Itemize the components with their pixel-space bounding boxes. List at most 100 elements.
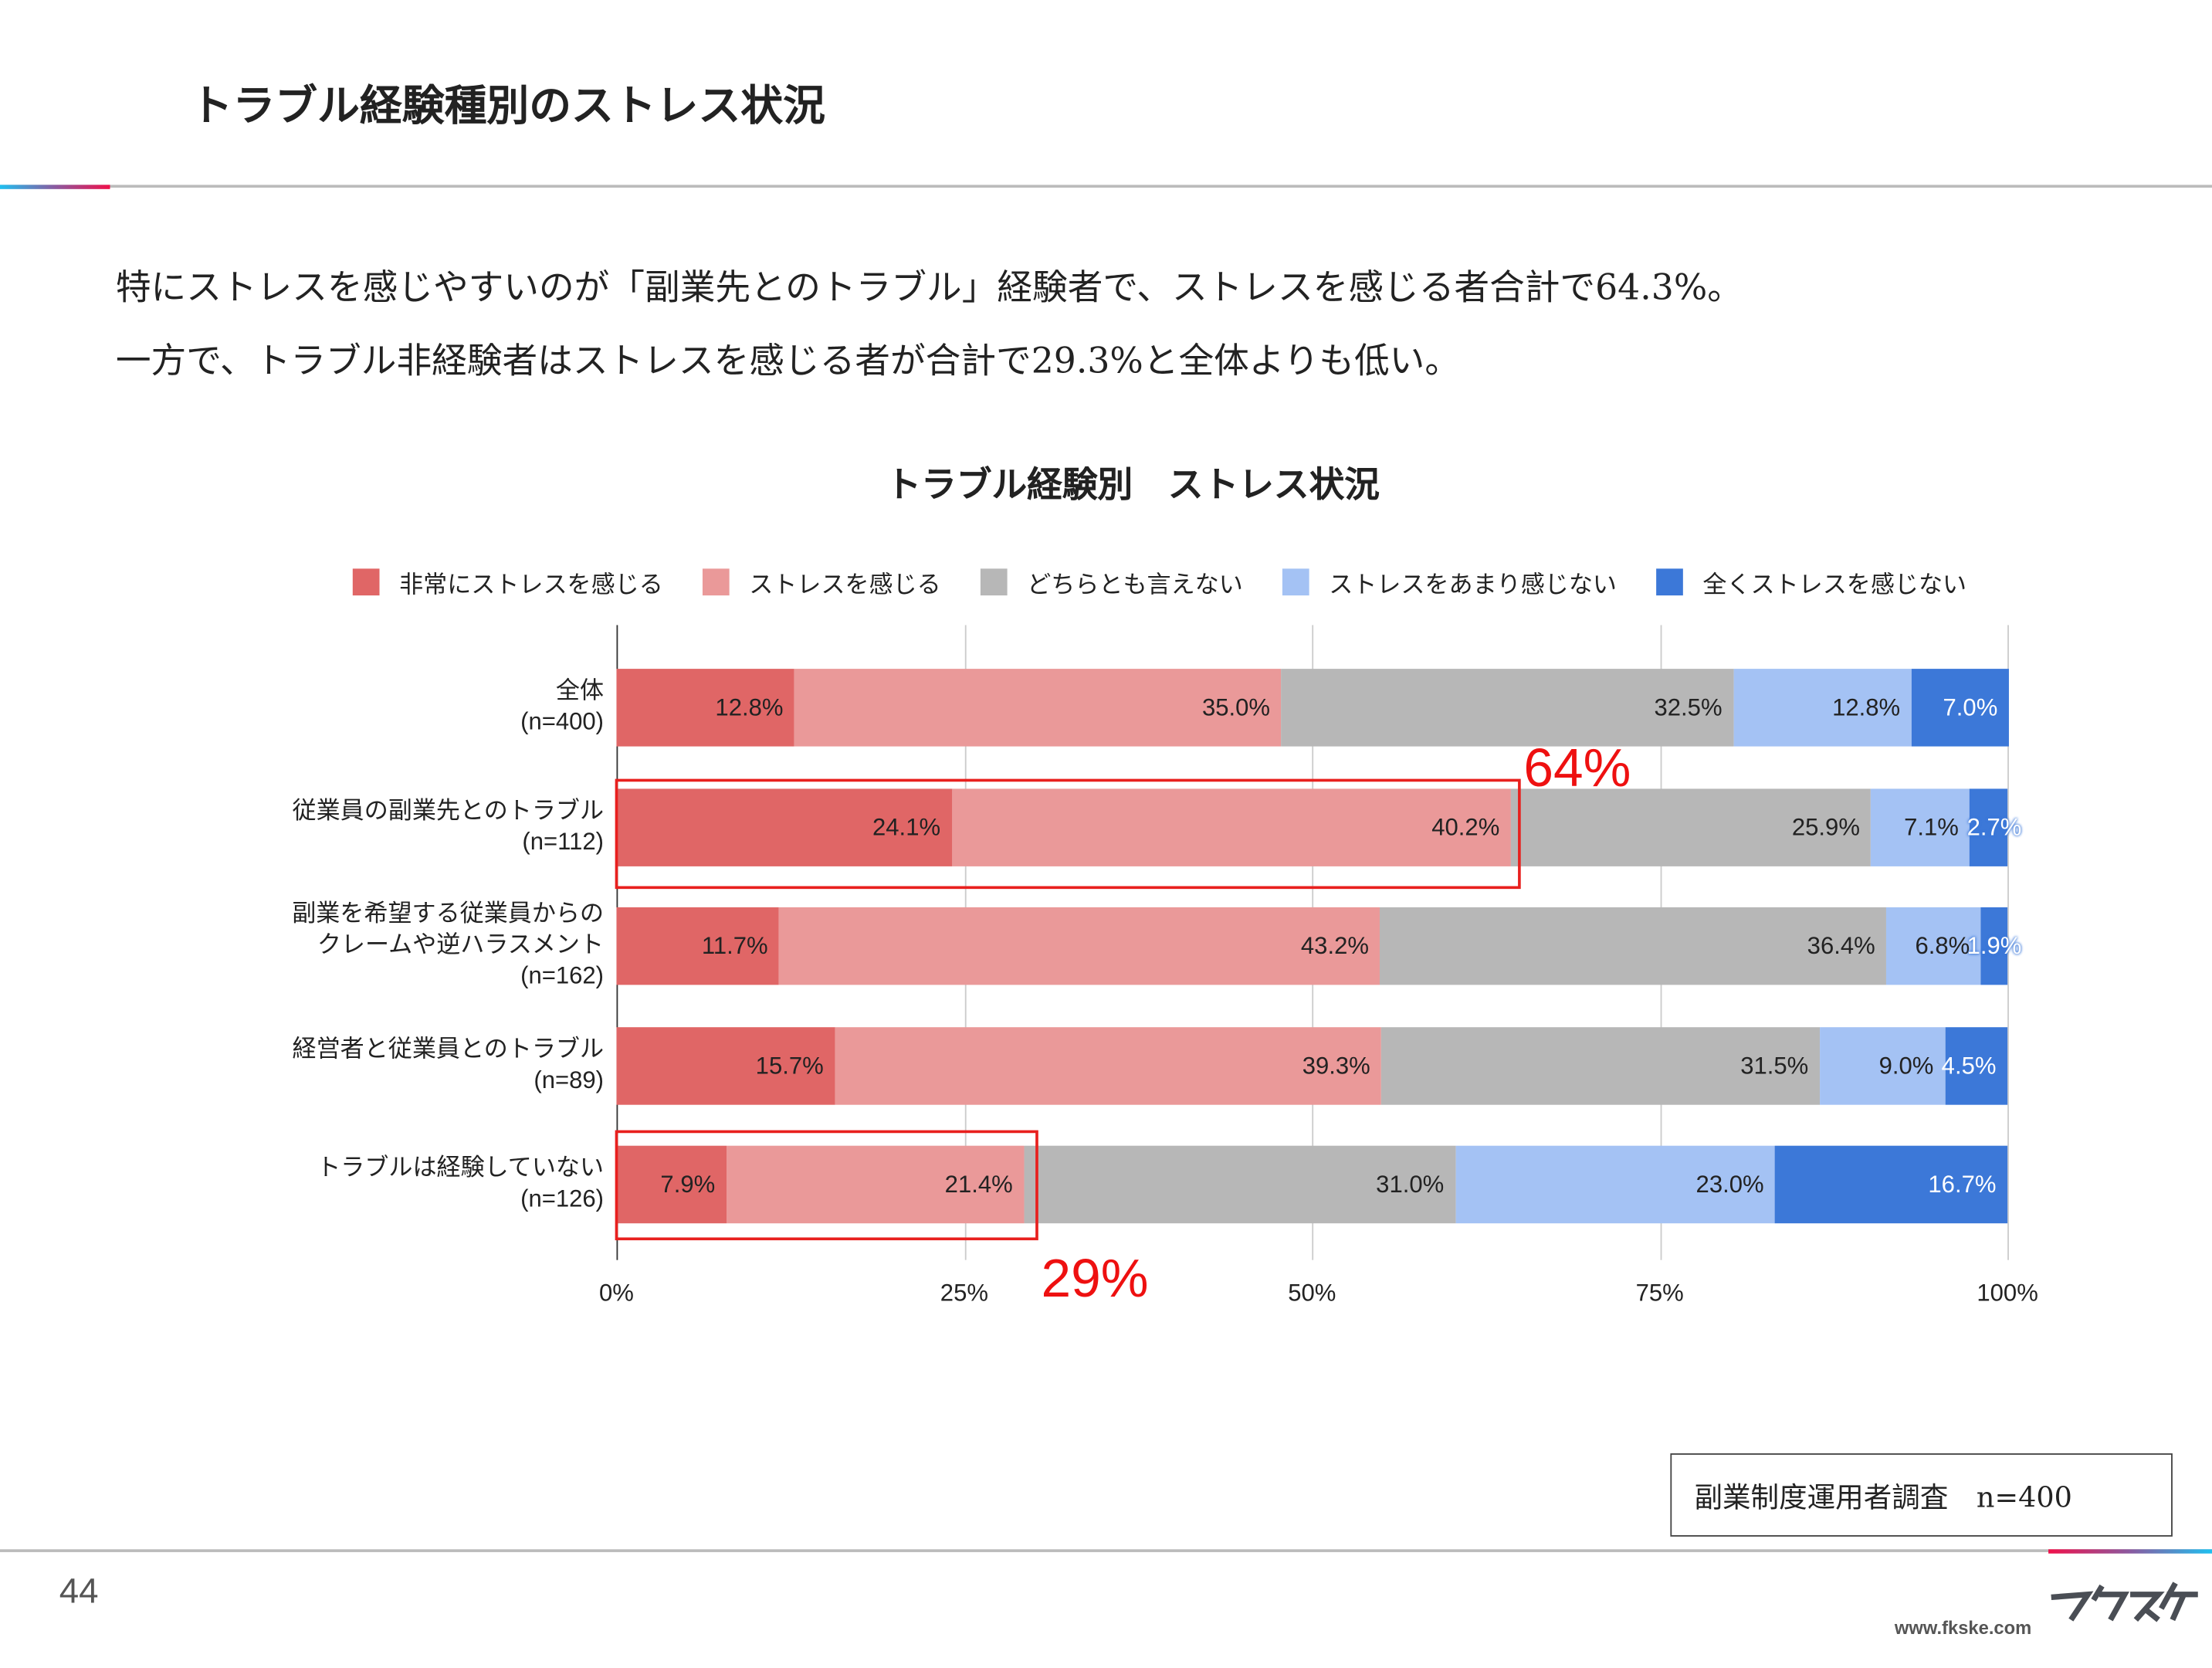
data-label: 2.7%: [1966, 813, 2022, 841]
x-tick-label: 75%: [1635, 1280, 1684, 1307]
bar-segment: [1871, 788, 1970, 866]
bar-segment: [779, 906, 1380, 985]
data-label: 23.0%: [1695, 1170, 1764, 1198]
data-label: 35.0%: [1201, 693, 1271, 720]
accent-bar: [2048, 1549, 2212, 1554]
legend-item: 全くストレスを感じない: [1656, 564, 1966, 600]
highlight-label: 64%: [1523, 739, 1631, 799]
bar-segment: [616, 788, 952, 866]
data-label: 39.3%: [1302, 1052, 1370, 1079]
data-label: 12.8%: [715, 693, 784, 720]
bar-segment: [726, 1144, 1025, 1223]
legend-swatch: [352, 568, 380, 596]
category-label: 経営者と従業員とのトラブル (n=89): [293, 1034, 605, 1096]
category-label: トラブルは経験していない (n=126): [317, 1153, 604, 1215]
bar-row: 12.8% 35.0% 32.5% 12.8% 7.0%: [616, 668, 2009, 746]
data-label: 12.8%: [1832, 693, 1901, 720]
legend-item: ストレスをあまり感じない: [1282, 564, 1617, 600]
category-label-line: 従業員の副業先とのトラブル: [292, 797, 605, 825]
bar-segment: [616, 1144, 727, 1223]
legend-item: どちらとも言えない: [980, 564, 1243, 600]
data-label: 21.4%: [944, 1170, 1013, 1198]
description-line: 特にストレスを感じやすいのが「副業先とのトラブル」経験者で、ストレスを感じる者合…: [115, 266, 1743, 308]
x-tick-label: 100%: [1977, 1280, 2038, 1307]
highlight-box: [615, 778, 1521, 890]
divider: [0, 1549, 2212, 1552]
legend-label: 全くストレスを感じない: [1702, 571, 1967, 598]
source-note: 副業制度運用者調査 n=400: [1670, 1453, 2173, 1537]
legend-item: ストレスを感じる: [702, 564, 941, 600]
category-label-line: 全体: [555, 677, 605, 704]
data-label: 40.2%: [1431, 813, 1500, 841]
category-label: 従業員の副業先とのトラブル (n=112): [293, 796, 605, 858]
bar-row: 15.7% 39.3% 31.5% 9.0% 4.5%: [616, 1026, 2008, 1104]
bar-segment: [1510, 788, 1872, 866]
category-label-line: (n=89): [534, 1066, 605, 1094]
category-label-line: 副業を希望する従業員からの: [292, 900, 605, 927]
category-label-line: (n=162): [520, 962, 605, 989]
bar-segment: [616, 1026, 835, 1104]
divider: [0, 185, 2212, 188]
category-label-line: 経営者と従業員とのトラブル: [292, 1036, 605, 1063]
bar-segment: [951, 788, 1511, 866]
x-tick-label: 0%: [599, 1280, 634, 1307]
data-label: 16.7%: [1928, 1170, 1997, 1198]
chart-title: トラブル経験別 ストレス状況: [886, 464, 1380, 506]
data-label: 24.1%: [872, 813, 941, 841]
bar-segment: [1970, 788, 2008, 866]
bar-segment: [1281, 668, 1734, 746]
legend-label: ストレスをあまり感じない: [1329, 571, 1617, 598]
bar-segment: [835, 1026, 1382, 1104]
page-title: トラブル経験種別のストレス状況: [190, 81, 825, 131]
bar-row: 11.7% 43.2% 36.4% 6.8% 1.9%: [616, 906, 2021, 985]
data-label: 15.7%: [755, 1052, 824, 1079]
page-number: 44: [59, 1571, 99, 1612]
category-label-line: トラブルは経験していない: [317, 1154, 605, 1182]
x-tick-label: 25%: [940, 1280, 988, 1307]
category-label-line: (n=112): [522, 828, 605, 856]
bar-segment: [1911, 668, 2009, 746]
legend-label: どちらとも言えない: [1027, 571, 1243, 598]
data-label: 9.0%: [1878, 1052, 1934, 1079]
data-label: 36.4%: [1807, 931, 1875, 959]
category-label: 副業を希望する従業員からのクレームや逆ハラスメント (n=162): [292, 899, 604, 992]
bar-segment: [1455, 1144, 1776, 1223]
bar-segment: [1886, 906, 1981, 985]
bar-row: 7.9% 21.4% 31.0% 23.0% 16.7%: [616, 1144, 2008, 1223]
accent-bar: [0, 185, 110, 189]
bar-segment: [616, 906, 780, 985]
legend-swatch: [702, 568, 730, 596]
legend-swatch: [1282, 568, 1309, 596]
data-label: 4.5%: [1941, 1052, 1997, 1079]
bar-segment: [1733, 668, 1912, 746]
data-label: 7.9%: [660, 1170, 716, 1198]
legend-label: 非常にストレスを感じる: [399, 571, 663, 598]
data-label: 25.9%: [1791, 813, 1860, 841]
data-label: 11.7%: [701, 931, 768, 959]
bar-segment: [1980, 906, 2008, 985]
legend-item: 非常にストレスを感じる: [352, 564, 663, 600]
bar-segment: [1024, 1144, 1455, 1223]
category-label-line: (n=126): [520, 1185, 605, 1212]
category-label-line: クレームや逆ハラスメント: [317, 931, 605, 958]
description-line: 一方で、トラブル非経験者はストレスを感じる者が合計で29.3%と全体よりも低い。: [115, 340, 1461, 381]
data-label: 7.0%: [1943, 693, 1998, 720]
company-logo: [2051, 1582, 2198, 1622]
data-label: 7.1%: [1904, 813, 1959, 841]
bar-segment: [616, 668, 795, 746]
bar-segment: [1775, 1144, 2008, 1223]
bar-segment: [1380, 906, 1887, 985]
legend-label: ストレスを感じる: [749, 571, 941, 598]
gridline: [2007, 625, 2009, 1260]
website-url: www.fkske.com: [1894, 1616, 2032, 1639]
bar-segment: [794, 668, 1282, 746]
data-label: 43.2%: [1300, 931, 1369, 959]
data-label: 31.5%: [1740, 1052, 1809, 1079]
bar-row: 24.1% 40.2% 25.9% 7.1% 2.7%: [616, 788, 2021, 866]
data-label: 32.5%: [1654, 693, 1723, 720]
x-tick-label: 50%: [1288, 1280, 1336, 1307]
legend-swatch: [1656, 568, 1683, 596]
bar-segment: [1381, 1026, 1820, 1104]
legend: 非常にストレスを感じる ストレスを感じる どちらとも言えない ストレスをあまり感じない…: [352, 564, 1966, 600]
